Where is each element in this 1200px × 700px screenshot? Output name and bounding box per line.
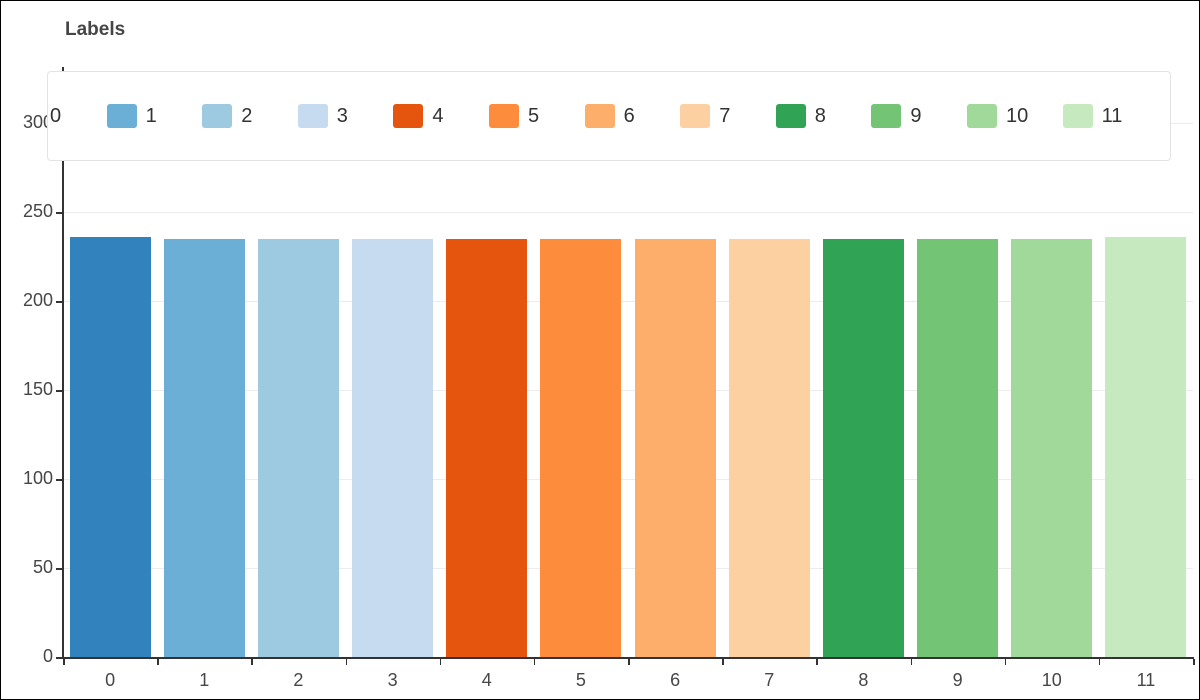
legend-swatch [775,104,806,128]
legend-swatch [106,104,137,128]
x-tick-label: 1 [199,670,210,690]
gridline [63,568,1194,569]
bar-7[interactable] [728,238,810,657]
legend-label: 7 [719,104,731,127]
x-tick-mark [63,658,65,665]
bar-11[interactable] [1105,236,1187,657]
legend-label: 2 [241,104,253,127]
x-tick-label: 5 [575,670,586,690]
y-tick-mark [56,657,62,659]
y-tick-mark [56,568,62,570]
x-tick-label: 3 [387,670,398,690]
bar-6[interactable] [634,238,716,657]
legend-swatch [1062,104,1093,128]
legend-label: 9 [910,104,922,127]
legend-label: 0 [50,104,62,127]
legend-item-2[interactable]: 2 [202,72,252,160]
x-tick-mark [722,658,724,665]
legend-label: 8 [814,104,826,127]
legend: 0 1 2 3 4 5 6 7 8 9 10 11 [47,71,1171,161]
y-tick-label: 50 [32,557,53,577]
legend-label: 6 [623,104,635,127]
x-tick-label: 4 [481,670,492,690]
x-tick-mark [251,658,253,665]
y-tick-label: 200 [22,290,53,310]
y-tick-label: 0 [42,646,53,666]
x-tick-mark [628,658,630,665]
gridline [63,390,1194,391]
y-tick-label: 250 [22,201,53,221]
legend-item-1[interactable]: 1 [106,72,157,160]
x-tick-mark [533,658,536,665]
x-axis-line [62,657,1195,659]
legend-swatch [489,104,519,128]
legend-swatch [202,104,233,128]
x-tick-mark [439,658,442,665]
x-tick-label: 6 [670,670,681,690]
x-tick-mark [1004,658,1007,665]
gridline [63,479,1194,480]
legend-item-3[interactable]: 3 [297,72,348,160]
legend-item-7[interactable]: 7 [680,72,730,160]
gridline [63,301,1194,302]
bar-2[interactable] [257,238,339,657]
bar-8[interactable] [822,238,904,657]
chart-title: Labels [65,19,126,40]
x-tick-mark [816,658,818,665]
legend-item-9[interactable]: 9 [871,72,922,160]
y-tick-mark [56,390,62,392]
legend-item-6[interactable]: 6 [584,72,635,160]
bar-9[interactable] [917,238,999,657]
legend-swatch [297,104,328,128]
legend-item-8[interactable]: 8 [775,72,826,160]
y-tick-label: 100 [22,468,53,488]
bar-10[interactable] [1011,238,1093,657]
x-tick-label: 8 [858,670,869,690]
legend-item-5[interactable]: 5 [489,72,539,160]
x-tick-mark [910,658,913,665]
legend-swatch [393,104,424,128]
x-tick-mark [1193,658,1195,665]
y-tick-mark [56,479,62,481]
x-tick-label: 7 [764,670,775,690]
legend-label: 11 [1101,104,1123,127]
y-tick-mark [56,212,62,214]
legend-label: 3 [336,104,348,127]
legend-item-10[interactable]: 10 [967,72,1028,160]
legend-label: 5 [528,104,540,127]
x-tick-label: 2 [293,670,304,690]
legend-label: 1 [145,104,157,127]
bar-3[interactable] [352,238,434,657]
legend-label: 4 [432,104,444,127]
legend-item-4[interactable]: 4 [393,72,444,160]
legend-swatch [680,104,711,128]
x-tick-label: 9 [952,670,963,690]
bar-1[interactable] [163,238,245,657]
bar-5[interactable] [540,238,622,657]
y-tick-label: 150 [22,379,53,399]
legend-item-11[interactable]: 11 [1062,72,1123,160]
x-tick-label: 10 [1041,670,1062,690]
x-tick-label: 0 [105,670,116,690]
bar-4[interactable] [446,238,528,657]
legend-swatch [871,104,902,128]
y-axis-line [62,67,64,658]
legend-swatch [584,104,615,128]
legend-item-0[interactable]: 0 [48,72,62,160]
gridline [63,212,1194,213]
y-tick-label: 300 [22,112,53,132]
bar-0[interactable] [69,236,151,657]
x-tick-label: 11 [1136,670,1156,690]
legend-swatch [967,104,997,128]
x-tick-mark [1098,658,1101,665]
y-tick-mark [56,301,62,303]
x-tick-mark [157,658,159,665]
legend-label: 10 [1006,104,1029,127]
x-tick-mark [345,658,347,665]
